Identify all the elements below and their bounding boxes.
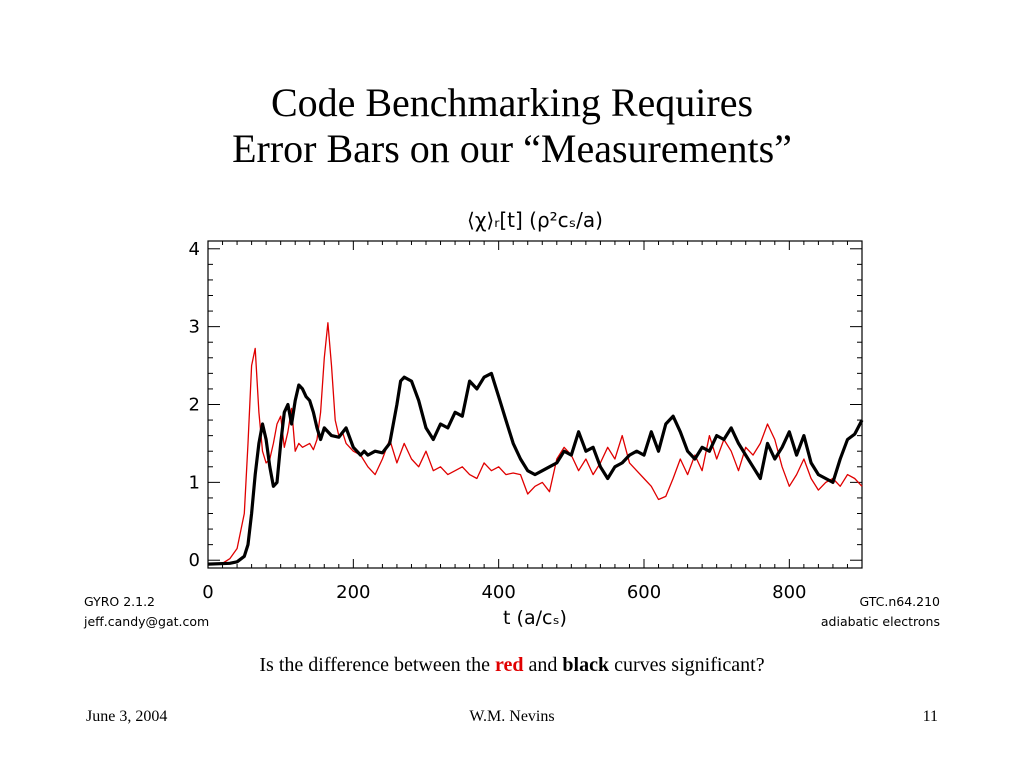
code-version: GYRO 2.1.2 [84,594,156,609]
run-id: GTC.n64.210 [859,594,940,609]
black-word: black [562,654,610,676]
author-email: jeff.candy@gat.com [84,614,210,629]
y-tick-label: 1 [189,472,200,493]
question-part: and [523,654,563,676]
question-text: Is the difference between the red and bl… [0,654,1024,677]
code-info-left: GYRO 2.1.2 jeff.candy@gat.com [84,592,209,632]
code-info-right: GTC.n64.210 adiabatic electrons [821,592,940,632]
red-word: red [495,654,524,676]
question-part: curves significant? [609,654,765,676]
y-tick-label: 0 [189,550,200,571]
x-tick-label: 0 [202,582,213,603]
y-tick-label: 4 [189,239,200,260]
footer-date: June 3, 2004 [86,708,168,725]
question-part: Is the difference between the [259,654,496,676]
footer-page-number: 11 [922,708,938,725]
x-tick-label: 200 [336,582,370,603]
red-series-line [207,322,863,565]
plot-frame [207,240,863,569]
y-tick-label: 2 [189,395,200,416]
title-line-2: Error Bars on our “Measurements” [232,126,792,171]
run-model: adiabatic electrons [820,614,940,629]
footer-author: W.M. Nevins [469,708,555,725]
series-layer [207,322,864,566]
black-series-line [207,371,864,566]
time-series-chart: ⟨χ⟩ᵣ[t] (ρ²cₛ/a) 0 200 400 600 800 0 1 2 3 4 t (a… [189,208,864,629]
slide-title: Code Benchmarking Requires Error Bars on… [0,80,1024,172]
x-tick-label: 600 [627,582,661,603]
chart-title: ⟨χ⟩ᵣ[t] (ρ²cₛ/a) [467,208,603,232]
axis-ticks: 0 200 400 600 800 0 1 2 3 4 [189,239,862,603]
x-tick-label: 400 [481,582,515,603]
x-axis-label: t (a/cₛ) [503,607,567,629]
y-tick-label: 3 [189,317,200,338]
x-tick-label: 800 [772,582,806,603]
title-line-1: Code Benchmarking Requires [270,80,754,125]
